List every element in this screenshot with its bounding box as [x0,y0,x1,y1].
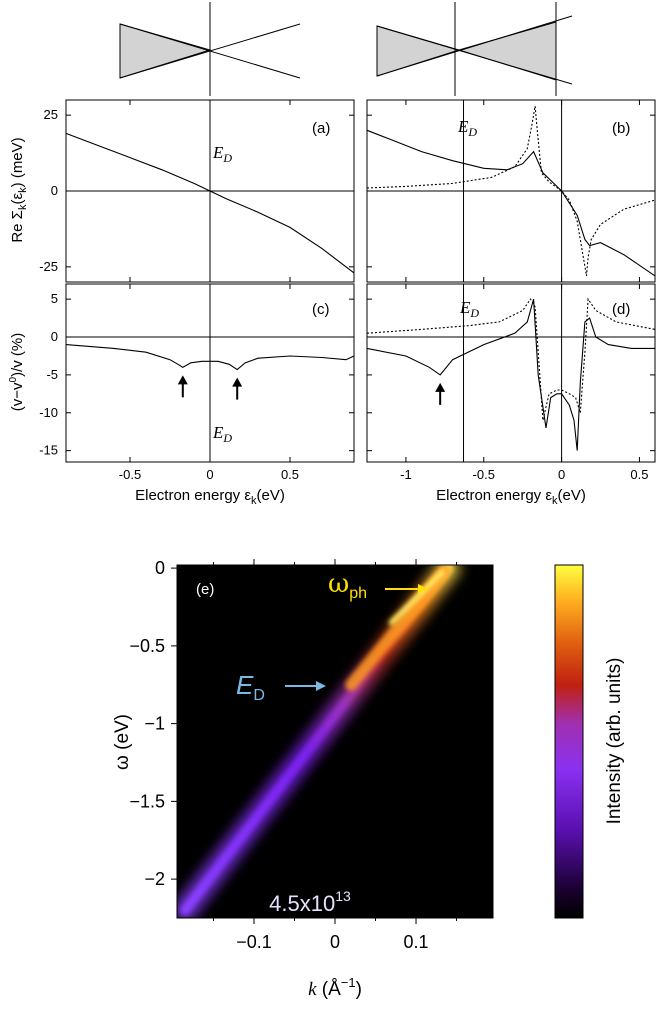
cone-shaded-region [457,21,557,81]
ed-annotation-d: ED [459,298,479,320]
ytick-label-c: -5 [46,367,58,382]
arrow-head [435,382,446,392]
panel-label-c: (c) [312,301,330,318]
ytick-label-e: 0 [155,558,165,578]
series-c-solid [65,344,355,371]
ed-annotation-a: ED [212,143,232,165]
panel-d [366,283,656,463]
series-d-dotted [366,297,656,421]
cone-shaded-region [119,23,212,79]
xtick-label-d: 0 [558,467,565,482]
xtick-label-e: 0 [330,932,340,952]
ytick-label-a: 0 [51,183,58,198]
ed-label-e: ED [236,670,265,704]
plot-layer: 25 0 -25 5 0 -5 -10 -15 -0.5 0 0.5 -1 -0.5 0 0.5 [39,100,656,482]
ylabel-velocity: (v−v0)/v (%) [8,333,26,412]
k-axis-label: k (Å−1) [308,975,362,1000]
band-bright [345,565,451,691]
series-d-solid [366,298,655,451]
omega-axis-label: ω (eV) [112,714,133,770]
cone-shaded-region [376,25,461,77]
panel-label-a: (a) [312,120,330,137]
ytick-label-c: 5 [51,291,58,306]
ytick-label-c: 0 [51,329,58,344]
ytick-label-e: −0.5 [129,636,165,656]
cone-diagram-left [119,2,301,96]
panel-e-spectral-function: −0.1 0 0.1 0 −0.5 −1 −1.5 −2 (e) ωph ED 4.5x101… [129,558,494,952]
series-b-solid [366,129,656,277]
series-a-solid [65,132,355,274]
ylabel-self-energy: Re Σk(εk) (meV) [9,137,29,242]
xlabel-d: Electron energy εk(eV) [436,487,586,507]
xtick-label-c: 0 [206,467,213,482]
arrow-head [177,375,188,385]
xtick-label-d: -1 [400,467,412,482]
density-label: 4.5x1013 [269,888,351,916]
ytick-label-c: -15 [39,443,58,458]
ytick-label-e: −1 [144,714,165,734]
ytick-label-c: -10 [39,405,58,420]
series-b-dotted [366,106,656,276]
panel-label-e: (e) [196,581,214,598]
arrow-head [232,377,243,387]
xtick-label-e: −0.1 [236,932,272,952]
colorbar-label: Intensity (arb. units) [604,658,625,825]
panel-frame [366,283,656,463]
wph-label: ωph [328,569,367,602]
panel-e-ticks: −0.1 0 0.1 0 −0.5 −1 −1.5 −2 [129,558,458,952]
xtick-label-c: 0.5 [281,467,299,482]
panel-label-b: (b) [612,120,630,137]
ed-annotation-b: ED [457,117,477,139]
xtick-label-d: -0.5 [473,467,495,482]
xtick-label-d: 0.5 [630,467,648,482]
cone-line [376,25,573,85]
ytick-label-e: −2 [144,869,165,889]
xtick-label-e: 0.1 [404,932,429,952]
cone-line [376,15,573,77]
spectral-band [177,565,461,918]
xtick-label-c: -0.5 [119,467,141,482]
band-peak [388,569,446,626]
colorbar [554,564,584,919]
xlabel-c: Electron energy εk(eV) [135,487,285,507]
ed-annotation-c: ED [212,423,232,445]
ytick-label-a: 25 [44,107,58,122]
ytick-label-a: -25 [39,259,58,274]
panel-label-d: (d) [612,301,630,318]
ed-arrow-head [316,681,326,691]
cone-diagram-right [376,2,573,96]
wph-arrow-head [418,584,428,594]
ytick-label-e: −1.5 [129,791,165,811]
